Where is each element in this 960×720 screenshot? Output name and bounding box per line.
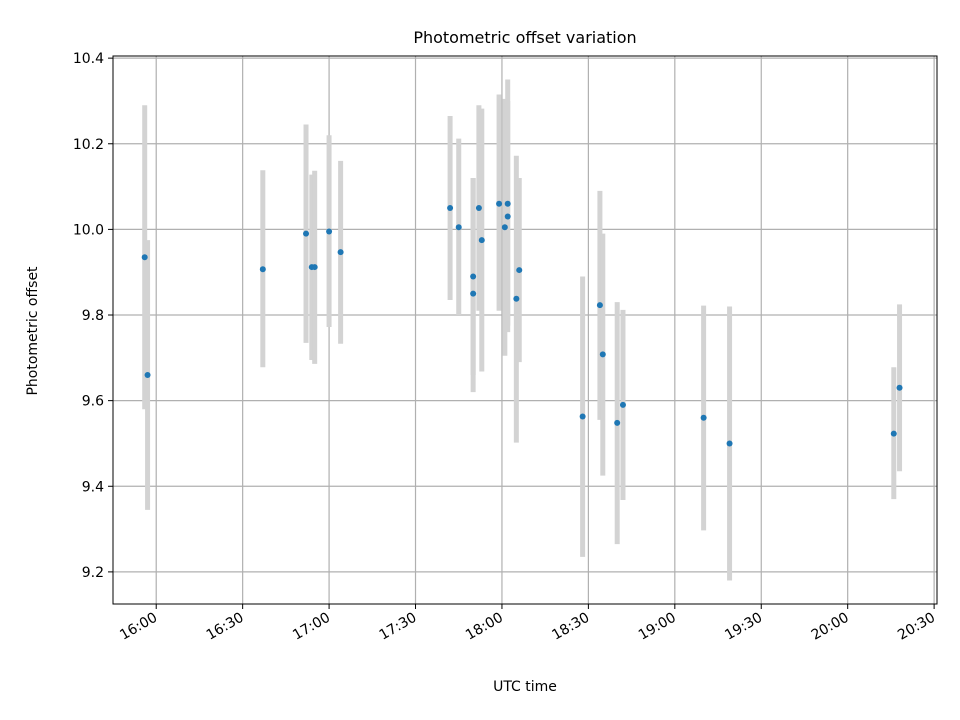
plot-frame: [112, 55, 938, 605]
y-tick-label: 10.0: [73, 222, 104, 238]
y-tick-label: 9.8: [82, 308, 104, 324]
data-point: [470, 290, 477, 297]
data-point: [303, 230, 310, 237]
data-point: [596, 302, 603, 309]
data-point: [455, 224, 462, 231]
data-point: [700, 414, 707, 421]
data-point: [599, 351, 606, 358]
y-tick-label: 9.2: [82, 565, 104, 581]
data-point: [475, 204, 482, 211]
data-point: [470, 273, 477, 280]
chart-title: Photometric offset variation: [413, 28, 636, 47]
y-tick-label: 9.6: [82, 394, 104, 410]
data-point: [726, 440, 733, 447]
data-point: [259, 266, 266, 273]
data-point: [337, 249, 344, 256]
y-axis-label: Photometric offset: [25, 266, 41, 396]
data-point: [447, 204, 454, 211]
data-point: [144, 371, 151, 378]
data-point: [890, 430, 897, 437]
data-point: [501, 224, 508, 231]
data-point: [478, 237, 485, 244]
data-point: [516, 267, 523, 274]
data-point: [619, 401, 626, 408]
x-axis-label: UTC time: [493, 679, 557, 695]
y-tick-label: 10.4: [73, 51, 104, 67]
y-tick-label: 10.2: [73, 137, 104, 153]
data-point: [513, 295, 520, 302]
y-tick-label: 9.4: [82, 479, 104, 495]
data-point: [326, 228, 333, 235]
data-point: [504, 213, 511, 220]
data-point: [896, 384, 903, 391]
data-point: [141, 254, 148, 261]
data-point: [311, 264, 318, 271]
data-point: [504, 200, 511, 207]
data-point: [496, 200, 503, 207]
data-point: [614, 419, 621, 426]
data-point: [579, 413, 586, 420]
data-points: [141, 200, 903, 447]
